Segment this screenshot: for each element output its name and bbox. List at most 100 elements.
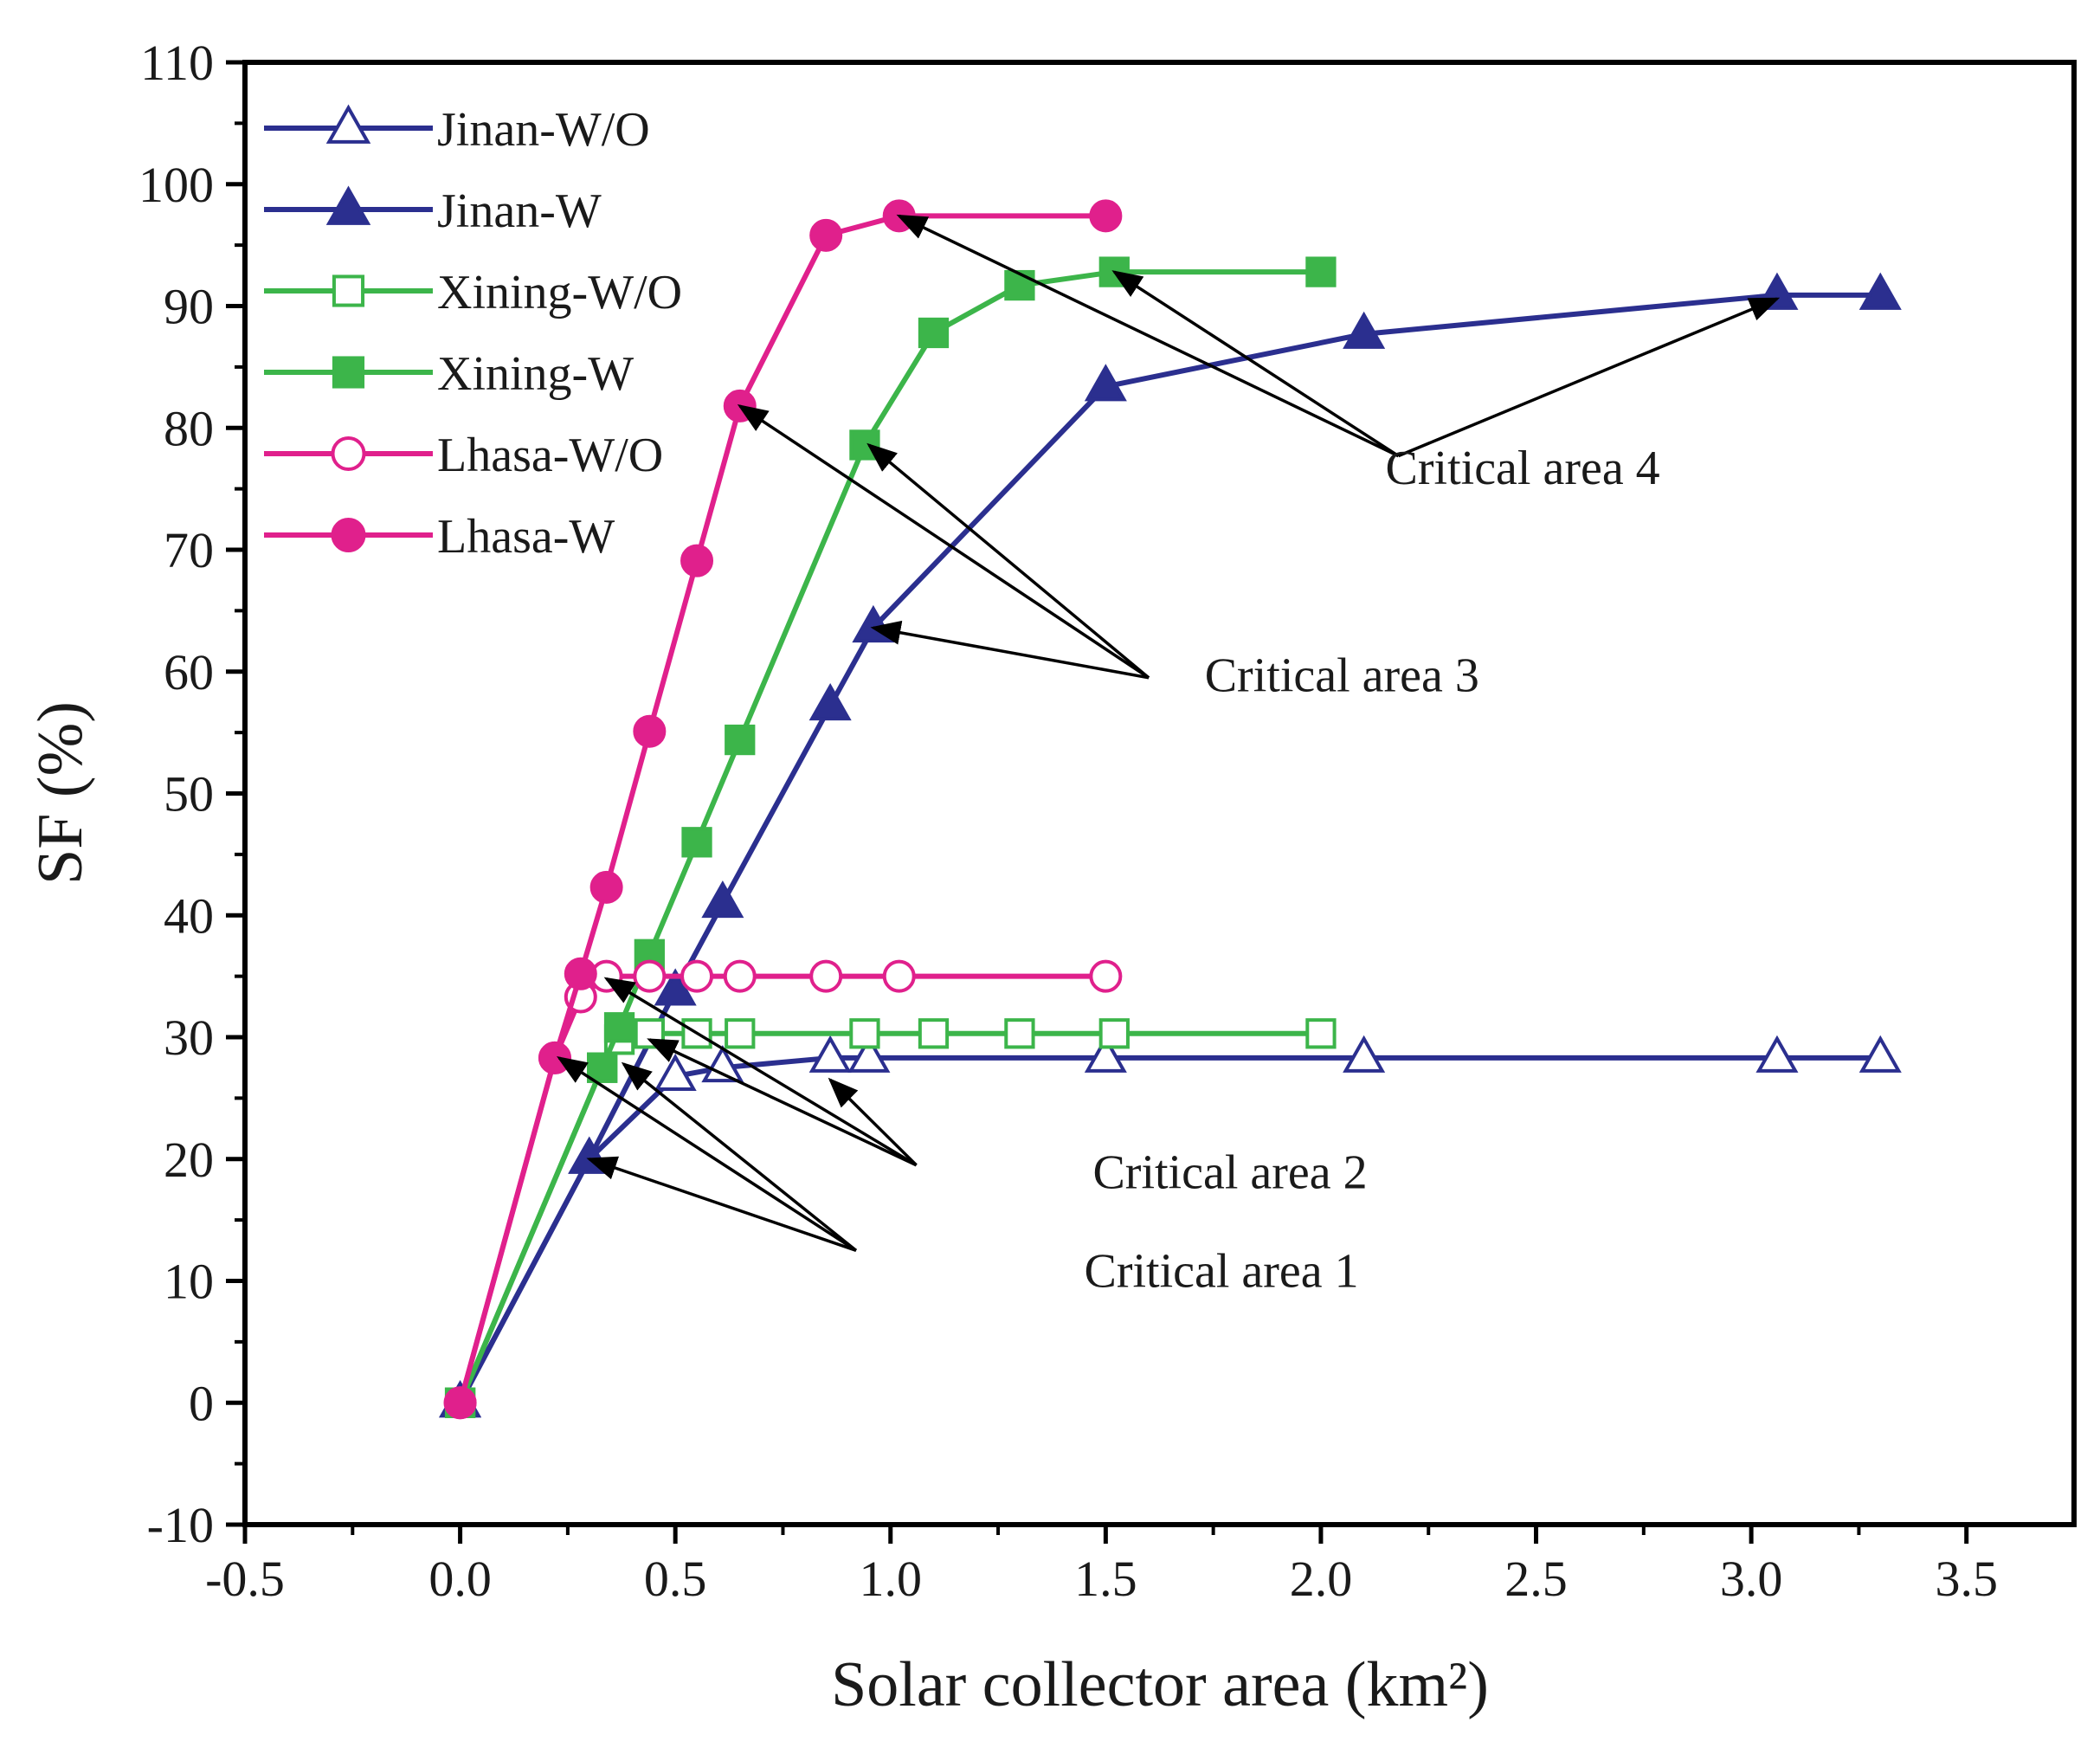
x-tick-label: 2.0 — [1290, 1551, 1353, 1607]
annotation-arrow — [621, 1061, 858, 1252]
x-tick-label: 3.0 — [1720, 1551, 1783, 1607]
data-point — [849, 429, 880, 461]
annotation-arrow — [1397, 297, 1781, 458]
data-point — [589, 870, 623, 904]
legend-item: Xining-W — [264, 347, 634, 401]
series-line — [457, 1055, 1881, 1404]
annotation-arrow — [586, 1156, 857, 1252]
data-point — [654, 968, 697, 1006]
x-tick-label: -0.5 — [205, 1551, 285, 1607]
data-point — [680, 544, 714, 577]
data-point — [681, 827, 712, 858]
y-tick-label: 60 — [164, 644, 214, 700]
axis-tick-labels: -0.5 0.0 0.5 1.0 1.5 2.0 2.5 3.0 3.5 -10 0 10 20 30 40… — [138, 35, 1998, 1607]
data-point — [680, 959, 714, 993]
data-point — [701, 1045, 744, 1083]
y-tick-label: 90 — [164, 279, 214, 335]
annotation-arrow — [1111, 270, 1400, 458]
data-point — [808, 1035, 852, 1073]
legend-label: Xining-W — [437, 347, 634, 401]
y-tick-label: 110 — [140, 35, 214, 91]
annotation: Critical area 2 — [603, 977, 1368, 1200]
legend-marker — [331, 518, 366, 552]
annotation-arrow — [870, 620, 1150, 680]
data-point — [1858, 272, 1902, 310]
x-tick-label: 1.0 — [860, 1551, 923, 1607]
legend-label: Lhasa-W/O — [437, 429, 663, 482]
data-point — [809, 959, 843, 993]
data-point — [587, 1052, 618, 1083]
data-point — [1755, 1035, 1799, 1073]
series-line — [457, 1030, 1321, 1404]
x-tick-label: 3.5 — [1935, 1551, 1998, 1607]
x-tick-label: 0.5 — [644, 1551, 707, 1607]
data-point — [1343, 311, 1386, 349]
annotation-arrow — [866, 442, 1150, 680]
data-point — [809, 218, 843, 252]
data-point — [1004, 1018, 1035, 1049]
y-axis-title: SF (%) — [25, 701, 96, 885]
data-point — [918, 317, 950, 349]
legend-label: Lhasa-W — [437, 510, 615, 564]
data-point — [1089, 199, 1123, 233]
y-tick-label: 0 — [189, 1375, 214, 1431]
legend-item: Jinan-W/O — [264, 103, 650, 157]
legend-label: Jinan-W — [437, 184, 602, 238]
legend-item: Jinan-W — [264, 184, 602, 238]
annotation-label: Critical area 3 — [1205, 648, 1479, 702]
annotation-arrow — [603, 977, 918, 1167]
data-point — [443, 1386, 477, 1420]
legend-marker — [332, 356, 365, 389]
annotation: Critical area 1 — [557, 1056, 1359, 1299]
legend: Jinan-W/O Jinan-W Xining-W/O Xining-W Lhasa-… — [264, 103, 682, 564]
legend-label: Jinan-W/O — [437, 103, 650, 157]
data-point — [725, 724, 756, 756]
data-point — [1305, 256, 1337, 287]
data-point — [603, 1012, 635, 1043]
annotation-label: Critical area 2 — [1092, 1146, 1367, 1200]
y-tick-label: -10 — [147, 1497, 214, 1553]
annotation-layer: Critical area 1 Critical area 2 Critical a… — [557, 214, 1781, 1299]
data-point — [1089, 959, 1123, 993]
data-point — [538, 1041, 571, 1074]
legend-marker — [325, 185, 371, 225]
data-point — [808, 682, 852, 721]
data-point — [723, 959, 757, 993]
legend-item: Lhasa-W/O — [264, 429, 663, 482]
y-tick-label: 40 — [164, 887, 214, 944]
data-point — [725, 1018, 756, 1049]
annotation-arrow — [896, 214, 1400, 458]
legend-item: Xining-W/O — [264, 266, 682, 319]
series-line — [457, 973, 1106, 1404]
legend-marker — [332, 274, 365, 307]
annotation: Critical area 4 — [896, 214, 1781, 495]
y-tick-label: 50 — [164, 766, 214, 822]
annotation-label: Critical area 1 — [1084, 1245, 1358, 1299]
annotation-arrow — [647, 1038, 918, 1167]
data-point — [1004, 269, 1035, 301]
x-tick-label: 0.0 — [428, 1551, 492, 1607]
legend-marker — [331, 436, 366, 471]
y-tick-label: 100 — [138, 157, 214, 213]
y-tick-label: 20 — [164, 1132, 214, 1188]
annotation-arrow — [737, 403, 1150, 680]
data-point — [654, 1053, 697, 1092]
data-point — [882, 959, 916, 993]
legend-item: Lhasa-W — [264, 510, 615, 564]
data-point — [1084, 1035, 1127, 1073]
data-point — [701, 880, 744, 919]
data-point — [1098, 1018, 1130, 1049]
annotation-arrow — [557, 1056, 857, 1252]
annotation-label: Critical area 4 — [1386, 442, 1660, 495]
y-tick-label: 80 — [164, 400, 214, 456]
x-axis-title: Solar collector area (km²) — [831, 1649, 1489, 1720]
y-tick-label: 10 — [164, 1254, 214, 1310]
data-point — [918, 1018, 950, 1049]
axis-ticks — [226, 60, 1969, 1544]
legend-label: Xining-W/O — [437, 266, 682, 319]
data-point — [633, 959, 667, 993]
series-line — [457, 213, 1106, 1404]
y-tick-label: 30 — [164, 1009, 214, 1066]
data-point — [564, 957, 597, 990]
